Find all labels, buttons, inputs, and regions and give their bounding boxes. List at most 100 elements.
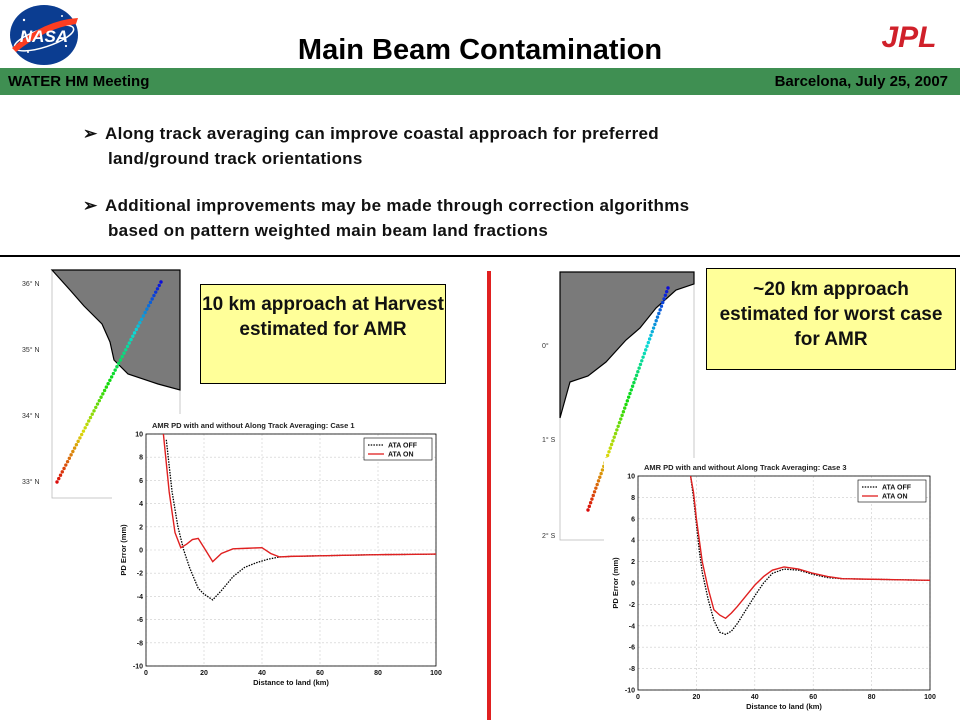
track-point xyxy=(607,450,611,454)
track-point xyxy=(620,413,624,418)
y-tick-label: 6 xyxy=(631,516,635,523)
track-point xyxy=(139,317,144,321)
lat-label: 35° N xyxy=(22,346,40,354)
y-tick-label: 4 xyxy=(139,501,143,508)
track-point xyxy=(58,473,63,477)
nasa-logo-text: NASA xyxy=(20,27,68,46)
track-point xyxy=(129,337,133,342)
track-point xyxy=(629,388,633,392)
track-point xyxy=(104,385,109,389)
bullet-1: ➢ Along track averaging can improve coast… xyxy=(83,121,659,171)
y-tick-label: -6 xyxy=(137,617,143,624)
track-point xyxy=(640,359,644,363)
track-point xyxy=(626,395,631,399)
track-point xyxy=(127,341,131,345)
series-line-ata-off xyxy=(165,439,436,601)
x-tick-label: 100 xyxy=(924,694,936,701)
track-point xyxy=(586,508,590,512)
ground-track-left xyxy=(55,280,163,484)
lat-label: 0° xyxy=(542,342,549,350)
track-point xyxy=(124,348,128,352)
lat-label: 34° N xyxy=(22,412,40,420)
track-point xyxy=(617,420,622,425)
track-point xyxy=(612,435,616,439)
y-tick-label: 0 xyxy=(139,548,143,555)
track-point xyxy=(146,304,151,308)
track-point xyxy=(596,479,601,483)
lat-label: 33° N xyxy=(22,478,40,486)
track-point xyxy=(143,310,147,315)
track-point xyxy=(92,409,96,413)
track-point xyxy=(637,366,641,370)
y-tick-label: -10 xyxy=(133,664,143,671)
bullet-1-line2: land/ground track orientations xyxy=(108,149,363,168)
track-point xyxy=(654,319,658,323)
y-tick-label: 2 xyxy=(631,559,635,566)
track-point xyxy=(74,443,79,447)
plot-frame xyxy=(637,475,931,691)
track-point xyxy=(599,471,603,476)
y-axis-label: PD Error (mm) xyxy=(119,524,128,576)
track-point xyxy=(97,398,102,403)
track-point xyxy=(57,476,61,481)
track-point xyxy=(150,297,154,301)
track-point xyxy=(623,406,627,410)
bullet-2-line1: Additional improvements may be made thro… xyxy=(105,196,690,215)
series-line-ata-on xyxy=(689,476,930,620)
track-point xyxy=(636,370,640,374)
track-point xyxy=(134,327,139,332)
y-tick-label: 10 xyxy=(135,432,143,439)
track-point xyxy=(131,334,135,338)
track-point xyxy=(122,351,126,355)
chart-case-1: AMR PD with and without Along Track Aver… xyxy=(112,414,442,690)
x-tick-label: 0 xyxy=(144,670,148,677)
bullet-2: ➢ Additional improvements may be made thr… xyxy=(83,193,689,243)
track-point xyxy=(632,380,636,385)
track-point xyxy=(81,429,86,433)
track-point xyxy=(605,453,610,458)
x-tick-label: 60 xyxy=(809,694,817,701)
track-point xyxy=(609,442,614,447)
y-tick-label: 4 xyxy=(631,538,635,545)
y-tick-label: -2 xyxy=(629,602,635,609)
track-point xyxy=(653,322,657,327)
track-point xyxy=(655,315,660,319)
meeting-place-date: Barcelona, July 25, 2007 xyxy=(774,73,948,90)
track-point xyxy=(118,358,123,362)
track-point xyxy=(590,497,594,501)
track-point xyxy=(69,453,73,457)
y-tick-label: -2 xyxy=(137,571,143,578)
section-divider xyxy=(0,255,960,257)
track-point xyxy=(113,368,117,372)
track-point xyxy=(76,439,80,444)
track-point xyxy=(141,314,146,318)
track-point xyxy=(651,326,656,330)
track-point xyxy=(106,381,110,386)
track-point xyxy=(154,290,158,294)
legend-label: ATA OFF xyxy=(882,485,912,492)
y-tick-label: 8 xyxy=(631,495,635,502)
track-point xyxy=(136,324,140,328)
track-point xyxy=(657,311,661,316)
series-line-ata-off xyxy=(689,476,930,636)
bullet-2-line2: based on pattern weighted main beam land… xyxy=(108,221,549,240)
track-point xyxy=(155,287,160,291)
track-point xyxy=(101,392,105,396)
y-axis-label: PD Error (mm) xyxy=(611,557,620,609)
y-tick-label: -6 xyxy=(629,645,635,652)
y-tick-label: 10 xyxy=(627,474,635,481)
nasa-logo: NASA xyxy=(10,5,78,65)
y-tick-label: 8 xyxy=(139,455,143,462)
legend-label: ATA ON xyxy=(882,494,908,501)
track-point xyxy=(120,354,124,359)
track-point xyxy=(148,300,153,305)
track-point xyxy=(72,446,77,450)
track-point xyxy=(638,362,643,367)
track-point xyxy=(645,344,649,348)
callout-right: ~20 km approach estimated for worst case… xyxy=(706,268,956,370)
track-point xyxy=(646,340,651,345)
lat-label: 2° S xyxy=(542,532,556,540)
track-point xyxy=(658,308,662,312)
track-point xyxy=(115,365,119,369)
meeting-name: WATER HM Meeting xyxy=(8,73,150,90)
